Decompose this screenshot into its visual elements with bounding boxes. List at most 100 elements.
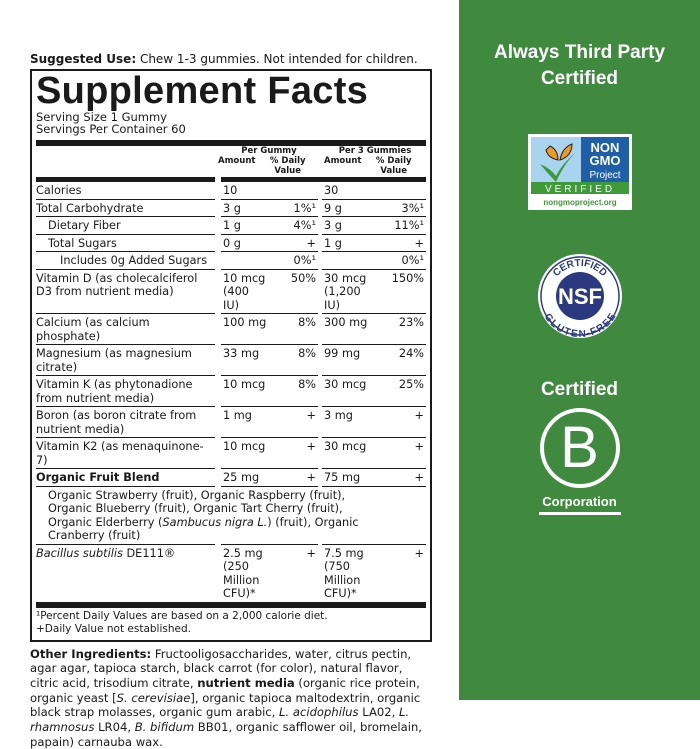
nutrient-name: Dietary Fiber: [36, 217, 218, 235]
footnote-dv: ¹Percent Daily Values are based on a 2,0…: [36, 610, 426, 623]
nongmo-verified-text: VERIFIED: [544, 184, 614, 195]
dv-per-gummy: +: [268, 407, 320, 438]
ingredient-segment: S. cerevisiae: [117, 691, 191, 705]
dv-per-gummy: +: [268, 544, 320, 605]
amount-per-3: 1 g: [320, 234, 370, 252]
amount-per-gummy: 2.5 mg (250 Million CFU)*: [218, 544, 268, 605]
nutrient-name: Calories: [36, 180, 218, 200]
nongmo-url: nongmoproject.org: [543, 198, 616, 207]
dv-per-gummy: +: [268, 438, 320, 469]
nsf-center-text: NSF: [558, 284, 602, 309]
dv-per-3: [370, 180, 426, 200]
ingredient-segment: L. acidophilus: [279, 705, 359, 719]
nutrient-name: Total Sugars: [36, 234, 218, 252]
suggested-use-label: Suggested Use:: [30, 52, 136, 66]
nutrient-name: Calcium (as calcium phosphate): [36, 314, 218, 345]
amount-per-gummy: 1 mg: [218, 407, 268, 438]
nsf-gluten-free-logo: CERTIFIED GLUTEN-FREE NSF: [537, 253, 623, 339]
amount-per-3: 30 mcg: [320, 376, 370, 407]
nutrient-name: Includes 0g Added Sugars: [36, 252, 218, 270]
bcorp-circle: B: [540, 408, 620, 488]
amount-per-3: [320, 252, 370, 270]
blend-segment: Sambucus nigra L.: [162, 516, 267, 529]
nutrient-row: Boron (as boron citrate from nutrient me…: [36, 407, 426, 438]
dv-per-gummy: +: [268, 469, 320, 487]
amount-per-3: 9 g: [320, 199, 370, 217]
servings-per-container: Servings Per Container 60: [36, 123, 426, 135]
dv-per-3: 24%: [370, 345, 426, 376]
per-gummy-header: Per Gummy: [218, 146, 320, 156]
fruit-blend-ingredients: Organic Strawberry (fruit), Organic Rasp…: [36, 486, 426, 544]
amount-per-3: 3 g: [320, 217, 370, 235]
footnote-plus: +Daily Value not established.: [36, 623, 426, 636]
amount-per-3: 30 mcg (1,200 IU): [320, 269, 370, 314]
bcorp-corporation-text: Corporation: [535, 494, 625, 509]
dv-per-3: +: [370, 544, 426, 605]
nutrient-name: Vitamin K2 (as menaquinone-7): [36, 438, 218, 469]
per-3-header: Per 3 Gummies: [324, 146, 426, 156]
amount-per-3: 75 mg: [320, 469, 370, 487]
amount-per-3: 30 mcg: [320, 438, 370, 469]
nutrient-name: Magnesium (as magnesium citrate): [36, 345, 218, 376]
amount-per-3: 3 mg: [320, 407, 370, 438]
supplement-label: Suggested Use: Chew 1-3 gummies. Not int…: [30, 52, 432, 749]
suggested-use-text: Chew 1-3 gummies. Not intended for child…: [136, 52, 418, 66]
nongmo-text: GMO: [589, 153, 620, 168]
dv-per-3: +: [370, 407, 426, 438]
dv-per-3: 11%¹: [370, 217, 426, 235]
dv-per-gummy: 1%¹: [268, 199, 320, 217]
amount-per-gummy: 33 mg: [218, 345, 268, 376]
amount-per-gummy: [218, 252, 268, 270]
amount-per-gummy: 10 mcg: [218, 438, 268, 469]
ingredient-segment: LR04,: [94, 720, 134, 734]
ingredient-segment: Other Ingredients:: [30, 647, 151, 661]
amount-per-gummy: 10 mcg: [218, 376, 268, 407]
nutrient-name: Boron (as boron citrate from nutrient me…: [36, 407, 218, 438]
amount-per-gummy: 10: [218, 180, 268, 200]
non-gmo-verified-logo: NON GMO Project VERIFIED nongmoproject.o…: [528, 134, 632, 210]
supplement-facts-panel: Supplement Facts Serving Size 1 Gummy Se…: [30, 69, 432, 642]
nutrient-row: Vitamin K (as phytonadione from nutrient…: [36, 376, 426, 407]
nutrient-name: Vitamin D (as cholecalciferol D3 from nu…: [36, 269, 218, 314]
bacillus-name: Bacillus subtilis: [36, 547, 123, 560]
nutrient-name: Total Carbohydrate: [36, 199, 218, 217]
b-corp-logo: Certified B Corporation: [535, 378, 625, 515]
nongmo-text: Project: [589, 170, 620, 181]
footnotes: ¹Percent Daily Values are based on a 2,0…: [36, 608, 426, 636]
amount-header: Amount: [218, 156, 255, 176]
nutrient-name: Bacillus subtilis DE111®: [36, 544, 218, 605]
amount-per-gummy: 25 mg: [218, 469, 268, 487]
dv-header: % Daily Value: [361, 156, 426, 176]
dv-per-3: +: [370, 234, 426, 252]
dv-per-gummy: 50%: [268, 269, 320, 314]
sidebar-heading: Always Third Party Certified: [459, 40, 700, 92]
nutrient-name: Vitamin K (as phytonadione from nutrient…: [36, 376, 218, 407]
dv-per-gummy: [268, 180, 320, 200]
bcorp-certified-text: Certified: [535, 378, 625, 402]
dv-per-gummy: 0%¹: [268, 252, 320, 270]
dv-per-3: 25%: [370, 376, 426, 407]
dv-per-gummy: 8%: [268, 376, 320, 407]
nutrient-row: Vitamin D (as cholecalciferol D3 from nu…: [36, 269, 426, 314]
dv-per-gummy: 4%¹: [268, 217, 320, 235]
dv-per-3: +: [370, 469, 426, 487]
amount-header: Amount: [324, 156, 361, 176]
amount-per-3: 7.5 mg (750 Million CFU)*: [320, 544, 370, 605]
certifications-sidebar: Always Third Party Certified NON GMO Pro…: [459, 0, 700, 700]
ingredient-segment: nutrient media: [197, 676, 294, 690]
amount-per-gummy: 3 g: [218, 199, 268, 217]
nutrient-row: Vitamin K2 (as menaquinone-7)10 mcg+30 m…: [36, 438, 426, 469]
dv-per-3: 150%: [370, 269, 426, 314]
fruit-blend-text: Organic Strawberry (fruit), Organic Rasp…: [36, 486, 426, 544]
dv-per-gummy: 8%: [268, 314, 320, 345]
